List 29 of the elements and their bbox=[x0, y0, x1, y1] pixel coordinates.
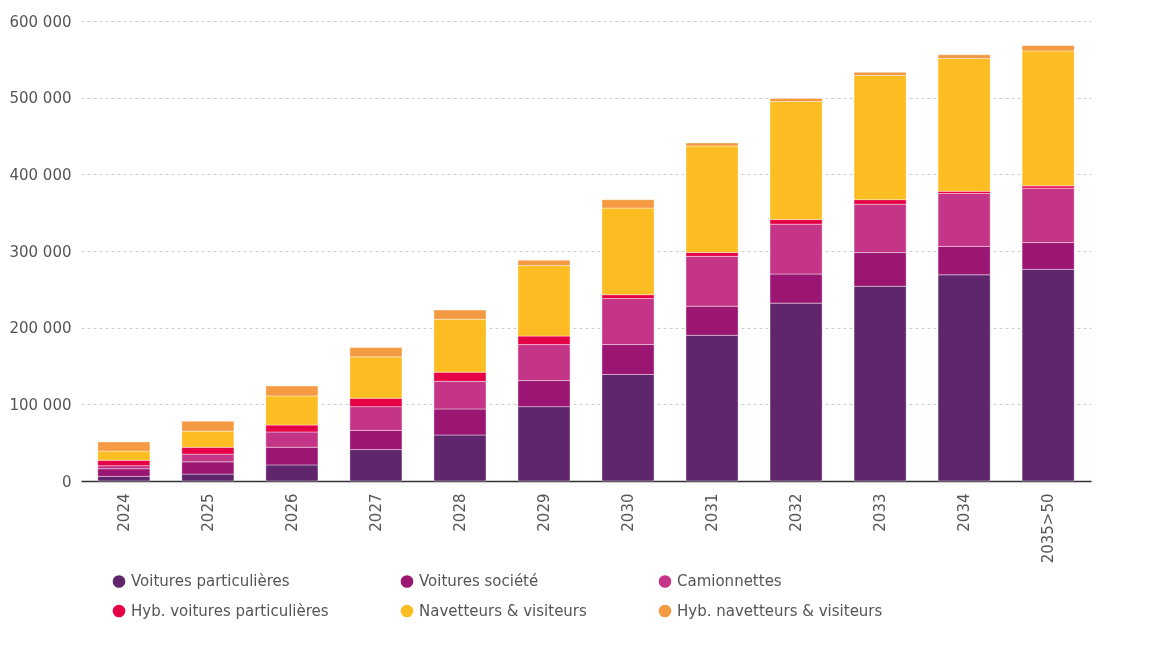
x-tick-label: 2029 bbox=[534, 493, 553, 532]
x-tick-label: 2032 bbox=[787, 493, 806, 532]
y-tick-label: 0 bbox=[61, 472, 72, 491]
x-tick-label: 2027 bbox=[366, 493, 385, 532]
y-tick-label: 600 000 bbox=[9, 12, 72, 31]
y-tick-label: 500 000 bbox=[9, 89, 72, 108]
y-tick-label: 200 000 bbox=[9, 319, 72, 338]
legend-label: Voitures société bbox=[419, 572, 539, 591]
bar bbox=[685, 145, 739, 254]
bar bbox=[937, 58, 991, 192]
x-tick-label: 2033 bbox=[871, 493, 890, 532]
y-tick-label: 300 000 bbox=[9, 242, 72, 261]
x-tick-label: 2026 bbox=[282, 493, 301, 532]
bar bbox=[769, 101, 823, 221]
legend-label: Navetteurs & visiteurs bbox=[419, 602, 588, 620]
x-tick-label: 2030 bbox=[619, 493, 638, 532]
y-tick-label: 400 000 bbox=[9, 165, 72, 184]
x-tick-label: 2034 bbox=[955, 493, 974, 532]
legend-label: Camionnettes bbox=[677, 572, 782, 591]
x-tick-label: 2035>50 bbox=[1039, 493, 1058, 564]
legend-label: Voitures particulières bbox=[131, 572, 290, 591]
x-tick-label: 2025 bbox=[198, 493, 217, 532]
x-tick-label: 2024 bbox=[114, 493, 133, 532]
x-tick-label: 2031 bbox=[703, 493, 722, 532]
legend-label: Hyb. navetteurs & visiteurs bbox=[677, 602, 883, 620]
x-tick-label: 2028 bbox=[450, 493, 469, 532]
y-tick-label: 100 000 bbox=[9, 395, 72, 414]
bar bbox=[853, 74, 907, 201]
legend-label: Hyb. voitures particulières bbox=[131, 602, 329, 620]
